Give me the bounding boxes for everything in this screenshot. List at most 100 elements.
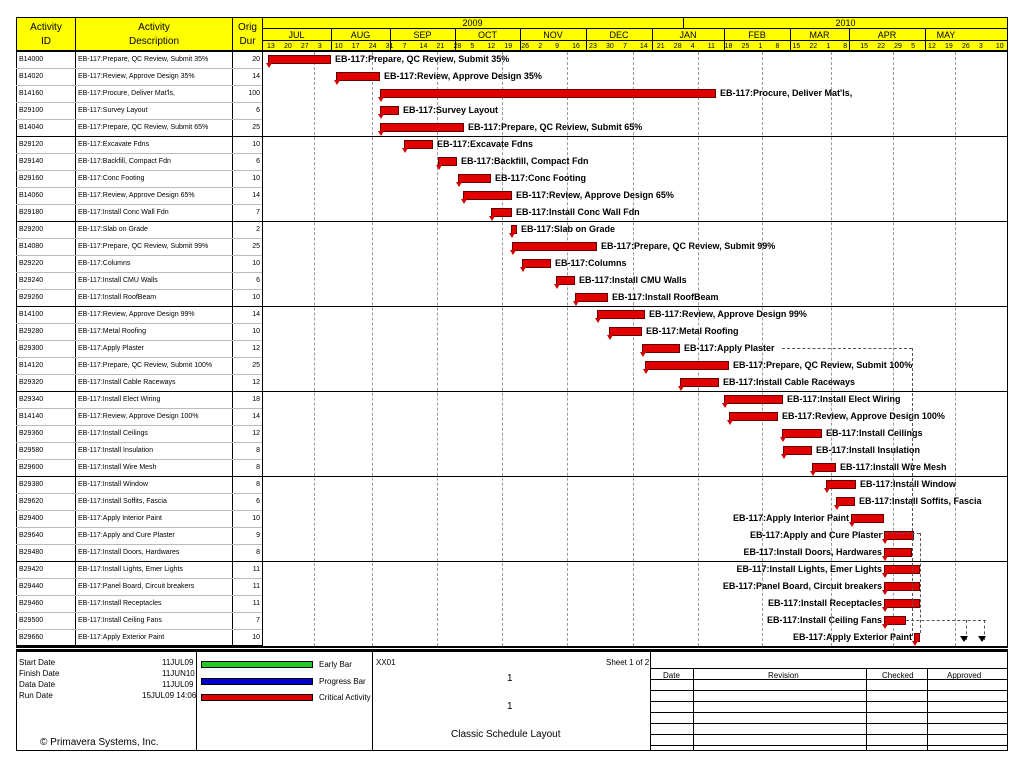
legend-early-bar [201,661,313,668]
page-number-2: 1 [507,701,513,712]
critical-activity-bar[interactable] [336,72,380,81]
critical-activity-bar[interactable] [645,361,729,370]
legend-progress-bar [201,678,313,685]
critical-activity-bar[interactable] [812,463,836,472]
bar-label: EB-117:Conc Footing [495,173,587,183]
activity-duration: 14 [252,413,260,420]
activity-id: B29500 [19,617,44,624]
revision-checked-header: Checked [882,671,914,680]
day-tick: 26 [961,43,970,50]
activity-id: B29600 [19,464,44,471]
activity-duration: 12 [252,430,260,437]
activity-duration: 6 [256,107,260,114]
activity-description: EB-117:Install Ceilings [78,430,148,437]
activity-id: B29320 [19,379,44,386]
day-tick: 19 [945,43,953,50]
critical-activity-bar[interactable] [826,480,856,489]
finish-date-label: Finish Date [19,669,60,678]
critical-activity-bar[interactable] [851,514,884,523]
data-date-value: 11JUL09 [162,680,194,689]
activity-description: EB-117:Install Cable Raceways [78,379,176,386]
bar-label: EB-117:Prepare, QC Review, Submit 35% [335,54,510,64]
critical-activity-bar[interactable] [729,412,778,421]
activity-duration: 8 [256,549,260,556]
bar-label: EB-117:Survey Layout [403,105,499,115]
critical-activity-bar[interactable] [380,89,716,98]
activity-description: EB-117:Apply Interior Paint [78,515,162,522]
critical-activity-bar[interactable] [836,497,855,506]
activity-duration: 6 [256,498,260,505]
critical-activity-bar[interactable] [556,276,575,285]
critical-activity-bar[interactable] [680,378,719,387]
activity-description: EB-117:Metal Roofing [78,328,146,335]
activity-description: EB-117:Slab on Grade [78,226,148,233]
critical-activity-bar[interactable] [380,106,399,115]
day-tick: 15 [860,43,869,50]
critical-activity-bar[interactable] [512,242,597,251]
critical-activity-bar[interactable] [884,548,912,557]
run-date-label: Run Date [19,691,53,700]
month-sep: SEP [413,30,432,40]
month-jan: JAN [679,30,697,40]
activity-duration: 25 [252,243,260,250]
critical-activity-bar[interactable] [642,344,680,353]
activity-duration: 2 [256,226,260,233]
critical-activity-bar[interactable] [609,327,642,336]
activity-duration: 100 [248,90,260,97]
critical-activity-bar[interactable] [782,429,822,438]
activity-duration: 7 [256,617,260,624]
critical-activity-bar[interactable] [884,599,920,608]
critical-activity-bar[interactable] [724,395,783,404]
critical-activity-bar[interactable] [884,616,906,625]
bar-label: EB-117:Prepare, QC Review, Submit 100% [733,360,913,370]
day-tick: 20 [283,43,292,50]
critical-activity-bar[interactable] [380,123,464,132]
day-tick: 24 [368,43,377,50]
bar-label: EB-117:Install Lights, Emer Lights [736,564,882,574]
month-may: MAY [936,30,956,40]
day-tick: 31 [385,43,394,50]
critical-activity-bar[interactable] [268,55,331,64]
critical-activity-bar[interactable] [458,174,491,183]
day-tick: 7 [622,43,627,50]
day-tick: 4 [690,43,695,50]
activity-id: B14140 [19,413,44,420]
day-tick: 7 [402,43,407,50]
activity-description: EB-117:Backfill, Compact Fdn [78,158,171,165]
activity-id: B29440 [19,583,44,590]
activity-id: B29220 [19,260,44,267]
day-tick: 18 [724,43,733,50]
critical-activity-bar[interactable] [575,293,608,302]
bar-label: EB-117:Install Insulation [816,445,921,455]
day-tick: 11 [707,43,715,50]
critical-activity-bar[interactable] [783,446,812,455]
gantt-area [262,51,1008,646]
activity-id: B29420 [19,566,44,573]
activity-id: B29460 [19,600,44,607]
critical-activity-bar[interactable] [522,259,551,268]
activity-id: B29640 [19,532,44,539]
month-mar: MAR [809,30,830,40]
activity-duration: 25 [252,362,260,369]
day-tick: 12 [928,43,936,50]
bar-label: EB-117:Review, Approve Design 35% [384,71,542,81]
activity-duration: 8 [256,447,260,454]
critical-activity-bar[interactable] [404,140,433,149]
activity-duration: 20 [252,56,260,63]
critical-activity-bar[interactable] [884,565,920,574]
activity-duration: 11 [252,566,260,573]
bar-label: EB-117:Prepare, QC Review, Submit 65% [468,122,643,132]
header-orig-dur [232,17,263,51]
bar-label: EB-117:Procure, Deliver Mat'ls, [720,88,853,98]
critical-activity-bar[interactable] [491,208,512,217]
critical-activity-bar[interactable] [884,582,920,591]
header-activity-id [16,17,76,51]
critical-activity-bar[interactable] [597,310,645,319]
activity-id: B29240 [19,277,44,284]
activity-duration: 11 [252,583,260,590]
run-date-value: 15JUL09 14:06 [142,691,197,700]
critical-activity-bar[interactable] [884,531,914,540]
day-tick: 28 [673,43,682,50]
critical-activity-bar[interactable] [463,191,512,200]
critical-activity-bar[interactable] [438,157,457,166]
